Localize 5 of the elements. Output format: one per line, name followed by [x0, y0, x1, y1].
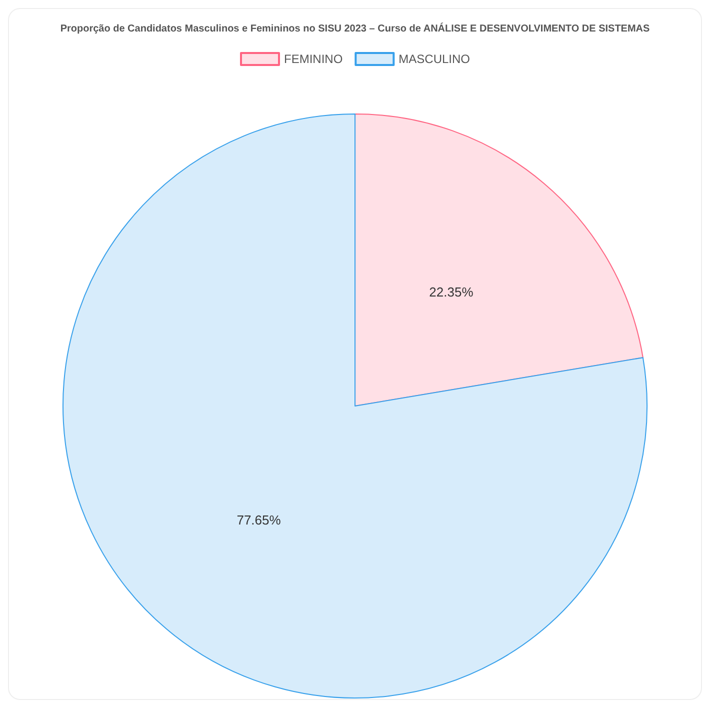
data-label: 22.35%: [429, 284, 474, 300]
chart-title: Proporção de Candidatos Masculinos e Femininos no SISU 2023 – Curso de ANÁLISE E DESENVOLVIMENTO DE SISTEMAS: [60, 22, 650, 34]
legend-label: MASCULINO: [398, 52, 470, 66]
legend-label: FEMININO: [284, 52, 343, 66]
data-label: 77.65%: [236, 512, 282, 528]
